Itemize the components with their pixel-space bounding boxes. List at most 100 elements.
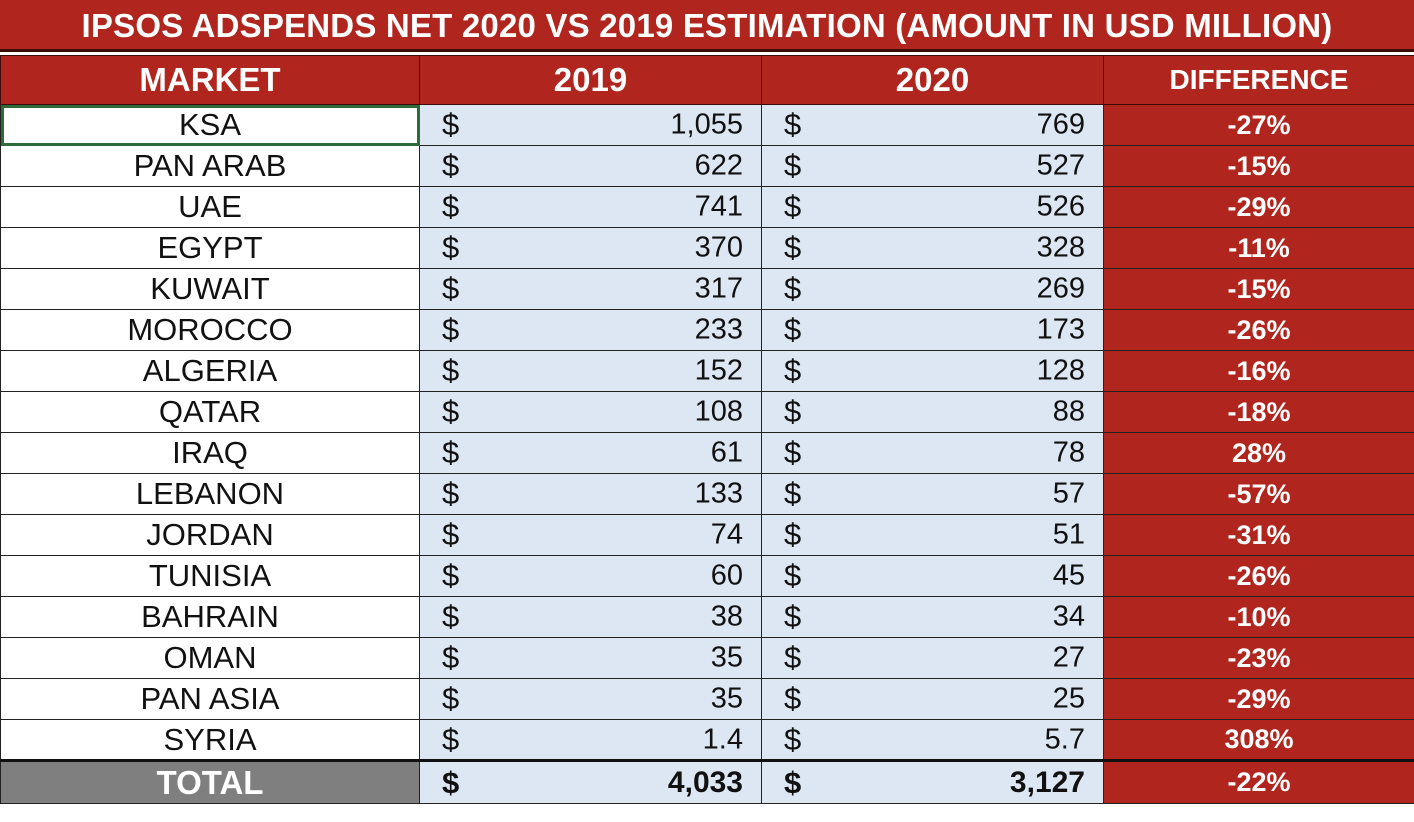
- table-title[interactable]: IPSOS ADSPENDS NET 2020 VS 2019 ESTIMATI…: [0, 0, 1414, 52]
- difference-cell[interactable]: -26%: [1103, 309, 1414, 351]
- amount-cell-2020[interactable]: $27: [761, 637, 1104, 679]
- amount-cell-2019[interactable]: $108: [419, 391, 762, 433]
- market-cell[interactable]: JORDAN: [0, 514, 420, 556]
- header-2020[interactable]: 2020: [761, 55, 1104, 105]
- amount-value: 133: [694, 477, 743, 510]
- currency-symbol: $: [442, 271, 460, 306]
- currency-symbol: $: [784, 394, 802, 429]
- difference-cell[interactable]: -15%: [1103, 268, 1414, 310]
- currency-symbol: $: [442, 353, 460, 388]
- difference-cell[interactable]: -22%: [1103, 759, 1414, 804]
- table-row: QATAR $108 $88 -18%: [0, 391, 1414, 433]
- table-row: UAE $741 $526 -29%: [0, 186, 1414, 228]
- market-cell[interactable]: IRAQ: [0, 432, 420, 474]
- difference-cell[interactable]: -26%: [1103, 555, 1414, 597]
- amount-cell-2020[interactable]: $769: [761, 104, 1104, 146]
- table-row: SYRIA $1.4 $5.7 308%: [0, 719, 1414, 761]
- amount-cell-2020[interactable]: $45: [761, 555, 1104, 597]
- amount-cell-2019[interactable]: $133: [419, 473, 762, 515]
- amount-value: 3,127: [1009, 765, 1085, 799]
- amount-cell-2020[interactable]: $34: [761, 596, 1104, 638]
- amount-cell-2019[interactable]: $35: [419, 678, 762, 720]
- currency-symbol: $: [784, 271, 802, 306]
- table-row: IRAQ $61 $78 28%: [0, 432, 1414, 474]
- header-difference[interactable]: DIFFERENCE: [1103, 55, 1414, 105]
- table-row: LEBANON $133 $57 -57%: [0, 473, 1414, 515]
- amount-cell-2019[interactable]: $741: [419, 186, 762, 228]
- difference-cell[interactable]: -27%: [1103, 104, 1414, 146]
- table-row: ALGERIA $152 $128 -16%: [0, 350, 1414, 392]
- amount-cell-2020[interactable]: $25: [761, 678, 1104, 720]
- market-cell[interactable]: TUNISIA: [0, 555, 420, 597]
- amount-cell-2020[interactable]: $269: [761, 268, 1104, 310]
- difference-cell[interactable]: -57%: [1103, 473, 1414, 515]
- amount-cell-2019[interactable]: $4,033: [419, 759, 762, 804]
- currency-symbol: $: [784, 721, 802, 757]
- currency-symbol: $: [784, 764, 802, 800]
- market-cell[interactable]: OMAN: [0, 637, 420, 679]
- difference-cell[interactable]: 308%: [1103, 719, 1414, 761]
- amount-cell-2020[interactable]: $3,127: [761, 759, 1104, 804]
- amount-cell-2019[interactable]: $317: [419, 268, 762, 310]
- difference-cell[interactable]: -15%: [1103, 145, 1414, 187]
- amount-cell-2020[interactable]: $78: [761, 432, 1104, 474]
- currency-symbol: $: [442, 558, 460, 593]
- market-cell[interactable]: LEBANON: [0, 473, 420, 515]
- difference-cell[interactable]: -18%: [1103, 391, 1414, 433]
- difference-cell[interactable]: -29%: [1103, 186, 1414, 228]
- difference-cell[interactable]: -23%: [1103, 637, 1414, 679]
- amount-cell-2019[interactable]: $61: [419, 432, 762, 474]
- difference-cell[interactable]: 28%: [1103, 432, 1414, 474]
- market-cell[interactable]: PAN ASIA: [0, 678, 420, 720]
- amount-cell-2020[interactable]: $173: [761, 309, 1104, 351]
- market-cell[interactable]: KUWAIT: [0, 268, 420, 310]
- market-cell[interactable]: MOROCCO: [0, 309, 420, 351]
- market-cell[interactable]: QATAR: [0, 391, 420, 433]
- market-cell[interactable]: PAN ARAB: [0, 145, 420, 187]
- market-cell[interactable]: UAE: [0, 186, 420, 228]
- difference-cell[interactable]: -10%: [1103, 596, 1414, 638]
- difference-cell[interactable]: -16%: [1103, 350, 1414, 392]
- market-cell[interactable]: TOTAL: [0, 759, 420, 804]
- amount-cell-2019[interactable]: $622: [419, 145, 762, 187]
- amount-cell-2020[interactable]: $328: [761, 227, 1104, 269]
- difference-cell[interactable]: -31%: [1103, 514, 1414, 556]
- header-market[interactable]: MARKET: [0, 55, 420, 105]
- amount-cell-2020[interactable]: $57: [761, 473, 1104, 515]
- amount-value: 51: [1052, 518, 1085, 551]
- amount-cell-2019[interactable]: $1,055: [419, 104, 762, 146]
- amount-cell-2019[interactable]: $1.4: [419, 719, 762, 761]
- difference-cell[interactable]: -29%: [1103, 678, 1414, 720]
- amount-cell-2020[interactable]: $527: [761, 145, 1104, 187]
- amount-cell-2019[interactable]: $60: [419, 555, 762, 597]
- currency-symbol: $: [442, 230, 460, 265]
- amount-value: 34: [1052, 600, 1085, 633]
- market-cell[interactable]: BAHRAIN: [0, 596, 420, 638]
- currency-symbol: $: [784, 435, 802, 470]
- amount-cell-2020[interactable]: $526: [761, 186, 1104, 228]
- currency-symbol: $: [784, 312, 802, 347]
- amount-value: 233: [694, 313, 743, 346]
- table-row: OMAN $35 $27 -23%: [0, 637, 1414, 679]
- currency-symbol: $: [442, 476, 460, 511]
- header-2019[interactable]: 2019: [419, 55, 762, 105]
- amount-cell-2020[interactable]: $88: [761, 391, 1104, 433]
- amount-cell-2019[interactable]: $38: [419, 596, 762, 638]
- amount-cell-2019[interactable]: $152: [419, 350, 762, 392]
- amount-cell-2019[interactable]: $74: [419, 514, 762, 556]
- amount-value: 1.4: [702, 723, 743, 755]
- amount-value: 4,033: [667, 765, 743, 799]
- amount-cell-2019[interactable]: $370: [419, 227, 762, 269]
- currency-symbol: $: [784, 148, 802, 183]
- market-cell[interactable]: KSA: [0, 104, 420, 146]
- amount-cell-2020[interactable]: $128: [761, 350, 1104, 392]
- amount-cell-2020[interactable]: $51: [761, 514, 1104, 556]
- market-cell[interactable]: EGYPT: [0, 227, 420, 269]
- amount-cell-2019[interactable]: $233: [419, 309, 762, 351]
- amount-cell-2019[interactable]: $35: [419, 637, 762, 679]
- difference-cell[interactable]: -11%: [1103, 227, 1414, 269]
- currency-symbol: $: [442, 681, 460, 716]
- market-cell[interactable]: ALGERIA: [0, 350, 420, 392]
- amount-cell-2020[interactable]: $5.7: [761, 719, 1104, 761]
- market-cell[interactable]: SYRIA: [0, 719, 420, 761]
